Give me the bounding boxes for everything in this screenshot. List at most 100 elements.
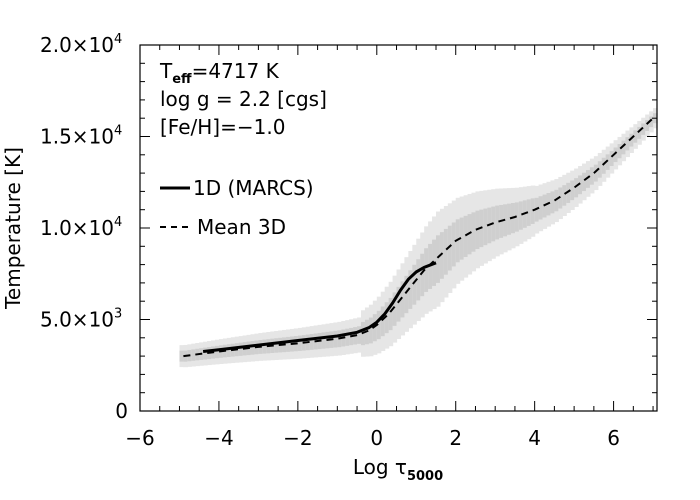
y-tick-mantissa: 5.0×10 [40,308,114,332]
cloud-core [518,201,524,230]
cloud-core [495,205,500,240]
x-axis-title: Log τ5000 [353,455,443,484]
cloud-core [585,170,591,188]
cloud-core [412,264,417,305]
y-axis-title: Temperature [K] [1,147,25,310]
cloud-core [424,248,429,292]
cloud-core [372,314,378,342]
cloud-core [179,350,185,362]
series-mean-3d-line [183,117,654,358]
y-tick-exponent: 4 [114,32,122,47]
cloud-core [376,310,382,340]
cloud-core [439,232,445,279]
cloud-core [345,328,350,346]
cloud-core [435,235,441,283]
cloud-core [589,167,595,185]
cloud-core [514,202,520,232]
x-tick-label: 6 [607,426,620,450]
cloud-core [250,341,256,355]
cloud-core [420,253,425,297]
cloud-core [558,187,563,209]
x-tick-label: −4 [204,426,233,450]
x-tick-labels: −6 −4 −2 0 2 4 6 [125,426,620,450]
cloud-core [384,302,390,334]
legend: 1D (MARCS) Mean 3D [160,176,314,239]
y-tick-mantissa: 1.5×10 [40,125,114,149]
series-1d-marcs-line [202,261,437,353]
cloud-core [593,164,599,182]
x-tick-label: 2 [449,426,462,450]
cloud-core [333,330,338,348]
teff-annotation: Teff=4717 K [159,59,280,87]
cloud-core [238,342,244,356]
cloud-core [408,270,413,309]
cloud-core [617,144,623,159]
cloud-core [451,222,457,267]
cloud-core [538,196,544,220]
cloud-core [321,332,327,349]
cloud-core [357,326,362,344]
legend-label-3d: Mean 3D [197,215,286,239]
cloud-core [609,150,615,167]
cloud-core [641,123,646,135]
y-tick-label: 5.0×103 [40,307,122,332]
cloud-core [566,182,571,203]
cloud-core [570,180,575,201]
cloud-core [550,191,555,214]
cloud-core [368,317,374,344]
x-tick-label: 4 [528,426,541,450]
cloud-core [503,204,508,237]
cloud-core [404,275,409,314]
cloud-core [483,208,488,246]
cloud-core [526,199,532,226]
y-tick-mantissa: 2.0×10 [40,33,114,57]
cloud-core [507,203,512,235]
cloud-core [447,225,453,271]
cloud-core [396,286,402,322]
teff-prefix: T [159,59,173,83]
x-axis-title-sub: 5000 [407,469,443,484]
cloud-core [443,228,449,275]
axis-ticks [139,44,657,412]
y-tick-label: 2.0×104 [40,32,122,57]
y-tick-label: 1.5×104 [40,124,122,149]
stellar-parameters: Teff=4717 K log g = 2.2 [cgs] [Fe/H]=−1.… [159,59,327,139]
teff-value: =4717 K [192,59,280,83]
logg-annotation: log g = 2.2 [cgs] [160,87,327,111]
cloud-core [582,172,587,192]
y-tick-mantissa: 1.0×10 [40,216,114,240]
teff-subscript: eff [172,72,192,87]
cloud-core [297,335,303,351]
cloud-core [637,126,642,139]
cloud-core [554,189,559,212]
y-tick-label: 1.0×104 [40,215,122,240]
y-tick-label: 0 [115,399,128,423]
cloud-core [392,292,398,326]
cloud-core [262,339,267,354]
cloud-core [226,344,232,357]
cloud-core [562,185,567,206]
cloud-core [388,297,394,331]
cloud-core [578,175,583,195]
cloud-core [455,219,461,263]
cloud-core [309,334,315,350]
cloud-core [459,217,465,260]
cloud-core [471,212,477,252]
cloud-core [621,140,627,155]
cloud-core [574,178,579,198]
y-tick-exponent: 3 [114,307,122,322]
cloud-core [605,154,611,170]
cloud-core [597,161,603,178]
cloud-core [645,120,650,132]
x-axis-title-main: Log τ [353,455,407,479]
feh-annotation: [Fe/H]=−1.0 [160,115,285,139]
cloud-core [629,133,634,147]
legend-label-1d: 1D (MARCS) [193,176,314,200]
cloud-core [467,214,473,255]
y-tick-exponent: 4 [114,215,122,230]
cloud-core [191,349,196,361]
cloud-core [649,116,654,128]
x-tick-label: −6 [125,426,154,450]
